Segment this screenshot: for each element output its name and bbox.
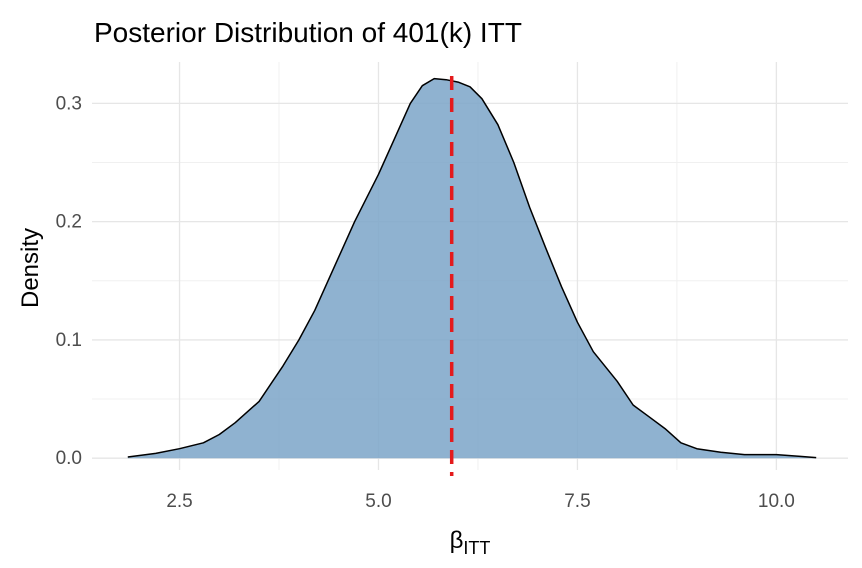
- x-tick-label: 5.0: [365, 491, 391, 512]
- y-tick-label: 0.2: [56, 212, 82, 233]
- x-axis-symbol: β: [450, 527, 464, 554]
- y-tick-label: 0.0: [56, 448, 82, 469]
- y-axis-title: Density: [17, 228, 44, 308]
- y-tick-label: 0.3: [56, 93, 82, 114]
- x-tick-label: 10.0: [758, 491, 795, 512]
- density-line: [127, 77, 817, 459]
- tick-labels: 2.5 5.0 7.5 10.0 0.0 0.1 0.2 0.3: [56, 93, 795, 512]
- x-tick-label: 2.5: [166, 491, 192, 512]
- x-tick-label: 7.5: [564, 491, 590, 512]
- density-area: [127, 78, 817, 459]
- y-tick-label: 0.1: [56, 330, 82, 351]
- chart-title: Posterior Distribution of 401(k) ITT: [94, 17, 522, 48]
- plot-area: [127, 76, 817, 476]
- x-axis-subscript: ITT: [463, 538, 490, 558]
- x-axis-title: βITT: [450, 527, 491, 558]
